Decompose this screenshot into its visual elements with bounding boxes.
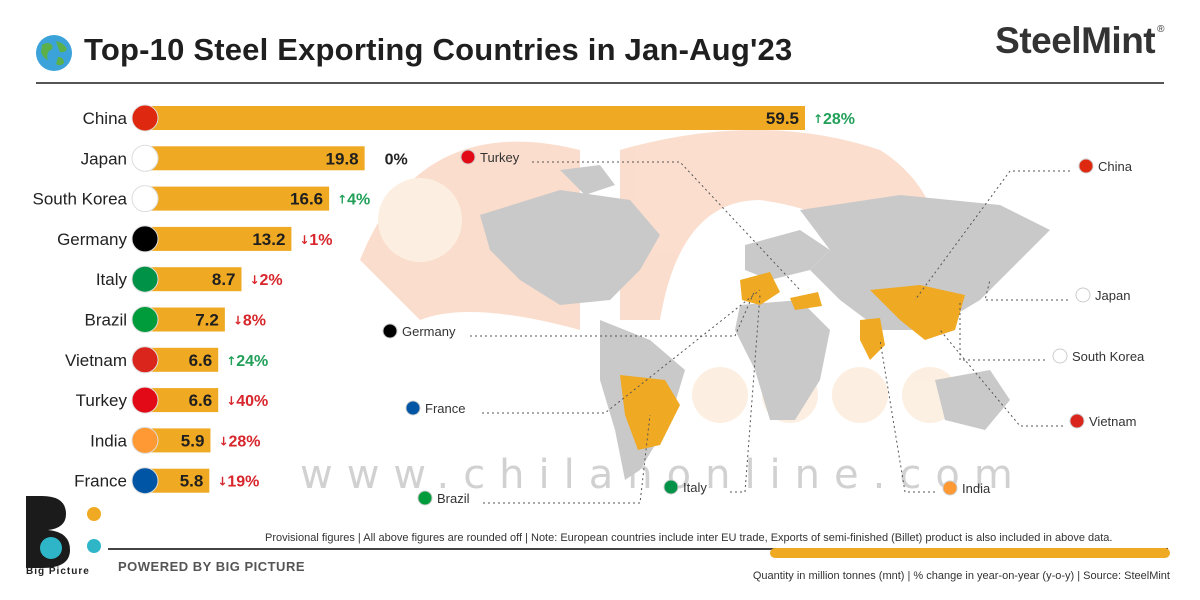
brand-logo: SteelMint ® [995, 20, 1164, 62]
yoy-change-label: 0% [385, 151, 408, 168]
watermark-text: www.chilanonline.com [300, 452, 1027, 498]
world-map [480, 165, 1050, 480]
arrow-down-icon: ↓ [250, 273, 260, 287]
bar [145, 186, 330, 211]
bar [145, 267, 242, 292]
header-divider [36, 82, 1164, 84]
category-label: Vietnam [65, 351, 127, 370]
yoy-change-label: 4% [347, 192, 370, 209]
value-label: 13.2 [252, 230, 285, 249]
value-label: 7.2 [195, 311, 219, 330]
map-country-label: Vietnam [1089, 414, 1136, 429]
flag-icon [460, 149, 476, 165]
flag-icon [382, 323, 398, 339]
yoy-change-label: 1% [309, 232, 332, 249]
flag-icon [131, 426, 159, 454]
category-label: Brazil [84, 311, 127, 330]
arrow-down-icon: ↓ [233, 314, 243, 328]
flag-icon [131, 144, 159, 172]
brand-name: SteelMint [995, 20, 1156, 61]
yoy-change-label: 28% [823, 111, 855, 128]
flag-icon [131, 467, 159, 495]
value-label: 6.6 [189, 351, 213, 370]
map-country-label: Italy [683, 480, 707, 495]
flag-icon [131, 104, 159, 132]
category-label: South Korea [32, 190, 127, 209]
arrow-down-icon: ↓ [226, 394, 236, 408]
powered-by: POWERED BY BIG PICTURE [118, 559, 306, 574]
value-label: 5.8 [180, 472, 204, 491]
registered-mark: ® [1157, 24, 1164, 35]
map-country-label: Turkey [480, 150, 520, 165]
footer-accent [770, 548, 1170, 558]
flag-icon [1069, 413, 1085, 429]
map-country-label: Germany [402, 324, 456, 339]
category-label: Germany [57, 230, 127, 249]
flag-icon [131, 265, 159, 293]
value-label: 16.6 [290, 190, 323, 209]
arrow-up-icon: ↑ [813, 112, 823, 126]
big-picture-logo [26, 496, 101, 568]
source-note: Quantity in million tonnes (mnt) | % cha… [752, 570, 1170, 582]
flag-icon [405, 400, 421, 416]
map-labels: Turkey China Japan Germany South Korea France… [382, 149, 1145, 506]
arrow-down-icon: ↓ [217, 475, 227, 489]
flag-icon [417, 490, 433, 506]
arrow-down-icon: ↓ [299, 233, 309, 247]
arrow-down-icon: ↓ [218, 434, 228, 448]
page-title: Top-10 Steel Exporting Countries in Jan-… [84, 32, 793, 67]
map-country-label: South Korea [1072, 349, 1145, 364]
category-label: China [83, 109, 128, 128]
flag-icon [131, 386, 159, 414]
map-callouts [470, 161, 1070, 504]
footer-rule [108, 548, 1168, 550]
value-label: 8.7 [212, 270, 236, 289]
value-label: 19.8 [326, 149, 359, 168]
yoy-change-label: 24% [236, 353, 268, 370]
map-country-label: Japan [1095, 288, 1130, 303]
map-country-label: India [962, 481, 991, 496]
yoy-change-label: 8% [243, 313, 266, 330]
value-label: 5.9 [181, 431, 205, 450]
value-label: 59.5 [766, 109, 799, 128]
yoy-change-label: 2% [260, 272, 283, 289]
flag-icon [131, 225, 159, 253]
flag-icon [131, 346, 159, 374]
bar [145, 146, 365, 171]
flag-icon [1078, 158, 1094, 174]
highlighted-countries [620, 272, 965, 450]
yoy-change-label: 28% [228, 433, 260, 450]
flag-icon [131, 306, 159, 333]
category-label: India [90, 431, 127, 450]
bar [145, 106, 805, 130]
category-label: France [74, 472, 127, 491]
category-label: Turkey [76, 391, 128, 410]
arrow-up-icon: ↑ [337, 193, 347, 207]
flag-icon [1075, 287, 1091, 303]
map-country-label: China [1098, 159, 1133, 174]
flag-icon [663, 479, 679, 495]
bar [145, 226, 292, 251]
map-country-label: France [425, 401, 465, 416]
flag-icon [131, 185, 159, 213]
yoy-change-label: 19% [227, 474, 259, 491]
flag-icon [942, 480, 958, 496]
category-label: Japan [81, 149, 127, 168]
map-country-label: Brazil [437, 491, 470, 506]
flag-icon [1052, 348, 1068, 364]
category-label: Italy [96, 270, 128, 289]
arrow-up-icon: ↑ [226, 354, 236, 368]
big-picture-label: Big Picture [26, 566, 90, 577]
footnote: Provisional figures | All above figures … [265, 532, 1113, 544]
globe-icon [36, 35, 72, 71]
yoy-change-label: 40% [236, 393, 268, 410]
bar-series: China 59.5 ↑ 28%Japan 19.8 0%South Korea 16.6 ↑… [32, 104, 855, 495]
value-label: 6.6 [189, 391, 213, 410]
